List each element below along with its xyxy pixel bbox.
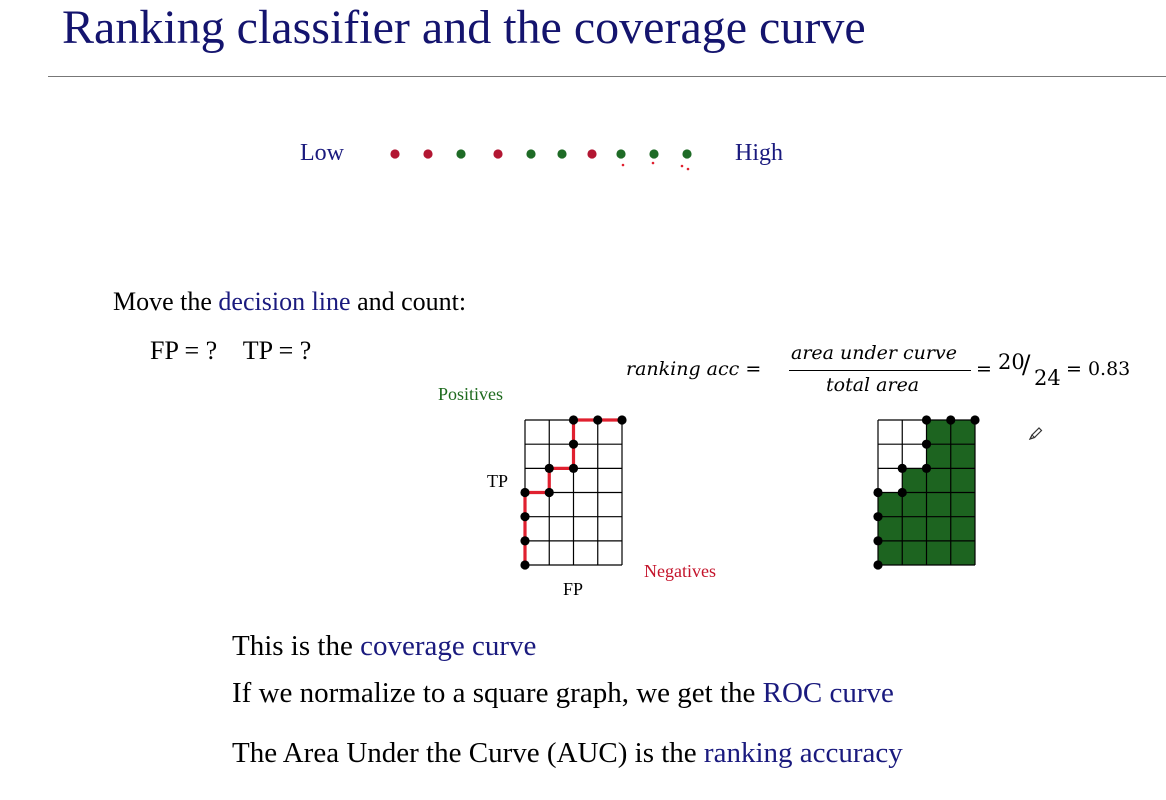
ranking-dot-red [587,149,597,159]
instruction-move-suffix: and count: [350,287,467,316]
curve-point [520,512,530,522]
bullet-3-prefix: The Area Under the Curve (AUC) is the [232,737,704,769]
positives-label: Positives [438,384,504,404]
curve-point [873,560,883,570]
curve-point [921,463,932,473]
curve-point [544,487,554,498]
formula-equals: = [976,358,992,380]
ranking-accuracy-term: ranking accuracy [703,737,903,769]
curve-point [568,415,579,425]
ranking-dot-green [456,149,466,159]
ranking-dot-red [390,149,400,159]
coverage-curve-grid [520,415,627,570]
ranking-annotation-mark [651,161,655,165]
fp-axis-label: FP [563,579,584,599]
area-under-curve-cell [878,492,903,566]
curve-point [897,463,907,473]
curve-point [520,487,530,498]
area-under-curve-grid [873,415,980,570]
ranking-dot-green [649,149,659,159]
formula-frac-num: 20 [998,350,1025,374]
roc-curve-term: ROC curve [762,677,894,709]
formula-frac-den: 24 [1034,366,1061,390]
curve-point [970,415,980,425]
instruction-move: Move the decision line and count: [113,287,466,317]
curve-point [544,463,554,473]
pencil-icon[interactable] [1026,424,1046,444]
slide-title: Ranking classifier and the coverage curv… [62,1,866,54]
bullet-1-prefix: This is the [232,630,361,662]
formula-result: = 0.83 [1066,358,1131,380]
ranking-low-label: Low [300,140,344,166]
ranking-annotation-mark [686,167,690,171]
instruction-move-prefix: Move the [113,287,219,316]
coverage-curve-term: coverage curve [360,630,537,662]
curve-point [568,439,579,449]
curve-point [873,487,883,498]
formula-lhs: ranking acc = [626,358,762,380]
curve-point [921,415,932,425]
curve-point [946,415,956,425]
formula-slash: / [1022,350,1031,379]
bullet-2-prefix: If we normalize to a square graph, we ge… [232,677,763,709]
ranking-dot-green [526,149,536,159]
bullet-roc-curve: If we normalize to a square graph, we ge… [232,677,894,710]
ranking-high-label: High [735,140,783,166]
ranking-dot-red [423,149,433,159]
ranking-annotation-mark [680,164,684,168]
decision-line-term: decision line [218,287,351,316]
curve-point [873,536,883,546]
ranking-dot-green [616,149,626,159]
negatives-label: Negatives [644,561,716,581]
curve-point [593,415,603,425]
curve-point [568,463,579,473]
curve-point [921,439,932,449]
ranking-annotation-mark [621,163,625,167]
title-divider [48,76,1166,77]
ranking-dot-green [557,149,567,159]
ranking-dot-red [493,149,503,159]
curve-point [617,415,627,425]
curve-point [873,512,883,522]
bullet-ranking-accuracy: The Area Under the Curve (AUC) is the ra… [232,737,903,770]
bullet-coverage-curve: This is the coverage curve [232,630,536,663]
curve-point [520,560,530,570]
formula-denominator: total area [826,374,920,396]
fp-tp-question: FP = ? TP = ? [150,336,312,365]
curve-point [520,536,530,546]
formula-fraction-bar [789,370,971,371]
curve-point [897,487,907,498]
tp-axis-label: TP [487,471,509,491]
ranking-dot-green [682,149,692,159]
formula-numerator: area under curve [791,342,957,364]
ranking-dots [390,149,692,171]
